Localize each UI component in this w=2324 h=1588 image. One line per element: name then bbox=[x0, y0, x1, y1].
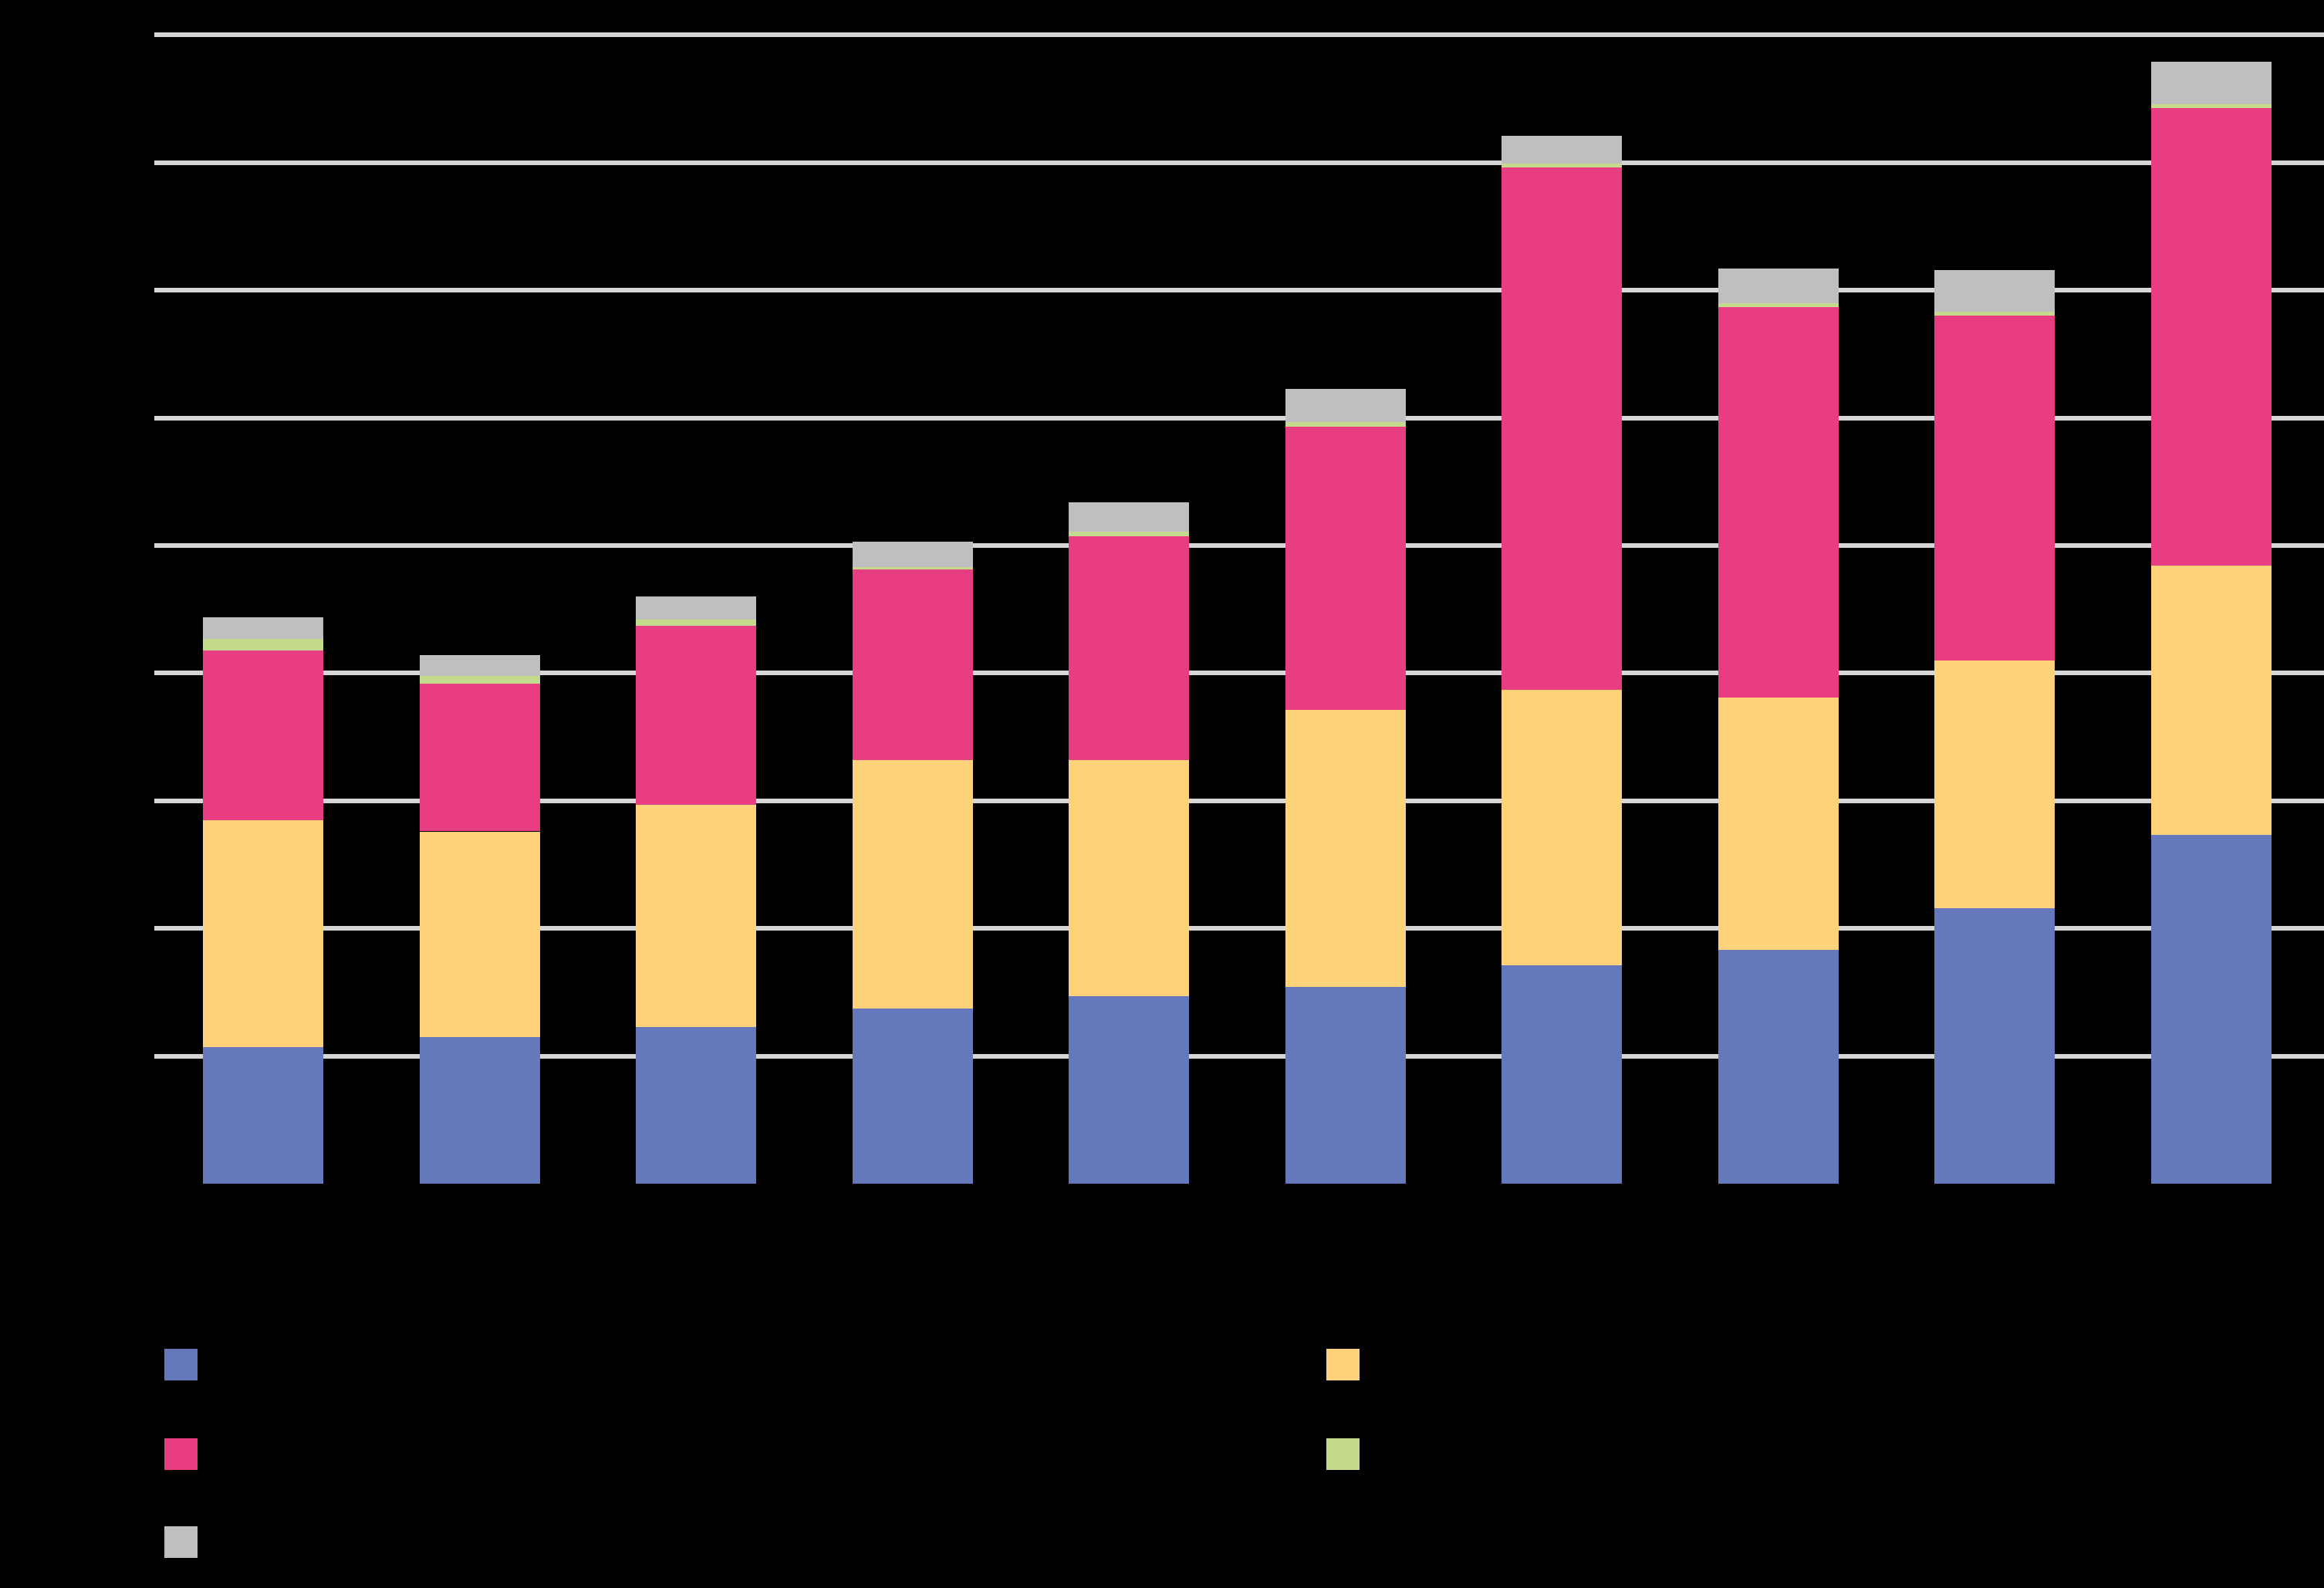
legend-swatch-gray bbox=[164, 1526, 198, 1558]
bar-segment-yellow bbox=[2151, 566, 2272, 836]
bar-segment-gray bbox=[1718, 269, 1839, 303]
bar-segment-pink bbox=[1934, 316, 2055, 661]
bar-segment-blue bbox=[1501, 965, 1623, 1184]
bar-segment-green bbox=[1285, 421, 1406, 427]
bar-segment-pink bbox=[1069, 536, 1190, 760]
gridline bbox=[154, 926, 2324, 931]
bar-segment-yellow bbox=[636, 804, 757, 1027]
stacked-bar-10 bbox=[2151, 62, 2272, 1184]
bar-segment-blue bbox=[636, 1026, 757, 1184]
bar-segment-yellow bbox=[1069, 759, 1190, 996]
bar-segment-green bbox=[1069, 531, 1190, 537]
bar-segment-green bbox=[1501, 164, 1623, 168]
bar-segment-gray bbox=[1501, 136, 1623, 164]
gridline bbox=[154, 798, 2324, 803]
stacked-bar-1 bbox=[203, 617, 323, 1184]
bar-segment-yellow bbox=[1285, 710, 1406, 988]
gridline bbox=[154, 288, 2324, 293]
stacked-bar-2 bbox=[419, 655, 540, 1184]
bar-segment-gray bbox=[1934, 269, 2055, 313]
bar-segment-blue bbox=[1069, 995, 1190, 1184]
bar-segment-green bbox=[1718, 302, 1839, 307]
bar-segment-pink bbox=[203, 650, 323, 820]
gridline bbox=[154, 671, 2324, 676]
bar-segment-yellow bbox=[852, 759, 973, 1009]
bar-segment-blue bbox=[419, 1036, 540, 1184]
bar-segment-yellow bbox=[1718, 697, 1839, 951]
bar-segment-green bbox=[636, 619, 757, 627]
bar-segment-gray bbox=[2151, 62, 2272, 104]
stacked-bar-4 bbox=[852, 542, 973, 1184]
legend-swatch-blue bbox=[164, 1349, 198, 1380]
bar-segment-pink bbox=[1718, 306, 1839, 698]
stacked-bar-7 bbox=[1501, 136, 1623, 1184]
legend-swatch-yellow bbox=[1326, 1349, 1360, 1380]
bar-segment-gray bbox=[852, 542, 973, 568]
stacked-bar-3 bbox=[636, 596, 757, 1184]
legend-swatch-green bbox=[1326, 1438, 1360, 1470]
legend-swatch-pink bbox=[164, 1438, 198, 1470]
bar-segment-pink bbox=[1501, 167, 1623, 690]
stacked-bar-6 bbox=[1285, 388, 1406, 1184]
bar-segment-gray bbox=[1285, 388, 1406, 422]
gridline bbox=[154, 32, 2324, 38]
bar-segment-pink bbox=[1285, 427, 1406, 711]
bar-segment-blue bbox=[2151, 835, 2272, 1184]
bar-segment-yellow bbox=[1501, 689, 1623, 966]
gridline bbox=[154, 543, 2324, 548]
bar-segment-blue bbox=[1285, 987, 1406, 1184]
stacked-bar-9 bbox=[1934, 269, 2055, 1184]
bar-segment-yellow bbox=[203, 819, 323, 1048]
bar-segment-green bbox=[203, 638, 323, 650]
bar-segment-gray bbox=[203, 617, 323, 639]
bar-segment-green bbox=[852, 567, 973, 570]
bar-segment-gray bbox=[636, 596, 757, 620]
stacked-bar-5 bbox=[1069, 502, 1190, 1184]
bar-segment-green bbox=[1934, 312, 2055, 316]
bar-segment-green bbox=[419, 675, 540, 684]
bar-segment-pink bbox=[852, 569, 973, 760]
bar-segment-pink bbox=[2151, 107, 2272, 566]
bar-segment-blue bbox=[203, 1047, 323, 1184]
gridline bbox=[154, 160, 2324, 165]
bar-segment-gray bbox=[1069, 502, 1190, 532]
bar-segment-pink bbox=[636, 626, 757, 805]
bar-segment-green bbox=[2151, 103, 2272, 108]
stacked-bar-8 bbox=[1718, 269, 1839, 1184]
bar-segment-blue bbox=[852, 1009, 973, 1184]
bar-segment-yellow bbox=[419, 831, 540, 1037]
bar-segment-gray bbox=[419, 655, 540, 676]
bar-segment-blue bbox=[1934, 907, 2055, 1184]
gridline bbox=[154, 1053, 2324, 1059]
bar-segment-pink bbox=[419, 683, 540, 832]
bar-segment-blue bbox=[1718, 950, 1839, 1184]
bar-segment-yellow bbox=[1934, 660, 2055, 908]
gridline bbox=[154, 415, 2324, 421]
